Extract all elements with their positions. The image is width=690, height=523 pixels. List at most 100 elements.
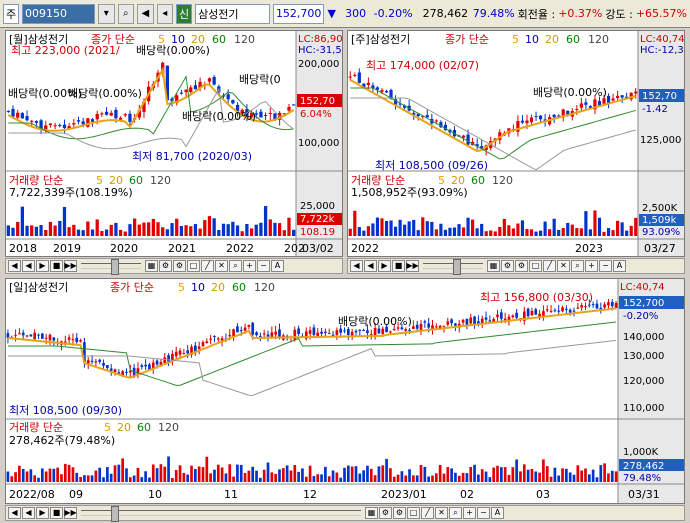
d-candle-body (389, 331, 392, 333)
daily-tool-icon[interactable]: ⚙ (393, 507, 406, 519)
monthly-settings-icon[interactable]: ⚙ (159, 260, 172, 272)
m-candle-body (137, 110, 141, 118)
monthly-price-tag-bg (297, 94, 342, 107)
weekly-stop-icon[interactable]: ■ (392, 260, 405, 272)
monthly-grid-icon[interactable]: ▦ (145, 260, 158, 272)
weekly-search-icon[interactable]: ⌕ (571, 260, 584, 272)
daily-search-icon[interactable]: ⌕ (449, 507, 462, 519)
weekly-font-icon[interactable]: A (613, 260, 626, 272)
daily-scroll-start-icon[interactable]: ◀ (8, 507, 21, 519)
monthly-vol-20: 20 (109, 174, 123, 187)
weekly-settings-icon[interactable]: ⚙ (501, 260, 514, 272)
monthly-search-icon[interactable]: ⌕ (229, 260, 242, 272)
weekly-next-icon[interactable]: ▶ (378, 260, 391, 272)
d-volume-bar (473, 464, 476, 482)
d-candle-body (90, 360, 94, 362)
daily-settings-icon[interactable]: ⚙ (379, 507, 392, 519)
monthly-date-3: 2021 (168, 242, 196, 255)
daily-box-icon[interactable]: □ (407, 507, 420, 519)
daily-cross-icon[interactable]: ✕ (435, 507, 448, 519)
daily-next-icon[interactable]: ▶ (36, 507, 49, 519)
monthly-zoom-out-icon[interactable]: − (257, 260, 270, 272)
m-candle-body (249, 112, 254, 118)
d-volume-bar (121, 458, 125, 482)
monthly-tool-icon[interactable]: ⚙ (173, 260, 186, 272)
daily-zoom-out-icon[interactable]: − (477, 507, 490, 519)
daily-zoom-slider[interactable] (81, 506, 361, 522)
w-volume-bar (634, 217, 638, 236)
weekly-vol-title: 거래량 단순 (351, 174, 405, 187)
d-volume-bar (587, 474, 591, 482)
d-candle-body (381, 328, 385, 334)
daily-line-icon[interactable]: ╱ (421, 507, 434, 519)
daily-stop-icon[interactable]: ■ (50, 507, 63, 519)
weekly-zoom-slider[interactable] (423, 259, 483, 275)
d-candle-body (148, 364, 151, 370)
monthly-zoom-slider[interactable] (81, 259, 141, 275)
w-candle-body (602, 98, 606, 104)
weekly-price-tag: 152,70 (642, 91, 677, 102)
weekly-vol-note: 1,508,952주(93.09%) (351, 186, 468, 199)
d-volume-bar (106, 467, 109, 482)
m-volume-bar (20, 206, 25, 236)
m-candle-body (292, 104, 296, 106)
d-candle-body (270, 332, 274, 339)
code-dropdown-icon[interactable]: ▾ (98, 3, 115, 24)
daily-zoom-in-icon[interactable]: + (463, 507, 476, 519)
weekly-date-1: 2023 (575, 242, 603, 255)
weekly-zoom-out-icon[interactable]: − (599, 260, 612, 272)
weekly-ff-icon[interactable]: ▶▶ (406, 260, 419, 272)
weekly-vol-tag2: 93.09% (642, 227, 680, 238)
d-volume-bar (125, 468, 128, 482)
monthly-line-icon[interactable]: ╱ (201, 260, 214, 272)
w-volume-bar (511, 228, 515, 236)
d-candle-body (247, 325, 251, 327)
monthly-font-icon[interactable]: A (271, 260, 284, 272)
m-volume-bar (175, 218, 179, 236)
d-volume-bar (572, 474, 576, 482)
code-input[interactable]: 009150 (22, 3, 96, 24)
m-volume-bar (165, 229, 170, 236)
daily-prev-icon[interactable]: ◀ (22, 507, 35, 519)
weekly-box-icon[interactable]: □ (529, 260, 542, 272)
d-volume-bar (33, 475, 37, 482)
daily-dividend: 배당락(0.00%) (338, 315, 412, 328)
d-volume-bar (568, 472, 572, 482)
monthly-prev-icon[interactable]: ◀ (22, 260, 35, 272)
d-candle-body (385, 326, 388, 333)
d-volume-bar (18, 465, 21, 482)
monthly-stop-icon[interactable]: ■ (50, 260, 63, 272)
daily-font-icon[interactable]: A (491, 507, 504, 519)
daily-date-6: 02 (460, 488, 474, 501)
market-select[interactable]: 주 (3, 3, 19, 24)
weekly-scroll-start-icon[interactable]: ◀ (350, 260, 363, 272)
monthly-scroll-start-icon[interactable]: ◀ (8, 260, 21, 272)
daily-grid-icon[interactable]: ▦ (365, 507, 378, 519)
sound-icon[interactable]: ◀ (137, 3, 154, 24)
prev-stock-icon[interactable]: ◂ (156, 3, 174, 24)
strength-value: +65.57% (635, 7, 688, 20)
weekly-zoom-in-icon[interactable]: + (585, 260, 598, 272)
monthly-cross-icon[interactable]: ✕ (215, 260, 228, 272)
weekly-vol-tag: 1,509k (642, 215, 677, 226)
d-candle-body (29, 334, 33, 337)
search-icon[interactable]: ⌕ (117, 3, 135, 24)
daily-ff-icon[interactable]: ▶▶ (64, 507, 77, 519)
weekly-cross-icon[interactable]: ✕ (557, 260, 570, 272)
w-candle-body (561, 109, 565, 118)
weekly-prev-icon[interactable]: ◀ (364, 260, 377, 272)
d-volume-bar (216, 464, 220, 482)
w-volume-bar (502, 218, 506, 236)
weekly-vol-60: 60 (471, 174, 485, 187)
d-candle-body (98, 359, 102, 362)
w-volume-bar (543, 221, 547, 236)
weekly-grid-icon[interactable]: ▦ (487, 260, 500, 272)
monthly-next-icon[interactable]: ▶ (36, 260, 49, 272)
weekly-line-icon[interactable]: ╱ (543, 260, 556, 272)
monthly-zoom-in-icon[interactable]: + (243, 260, 256, 272)
price-change: 300 (345, 7, 367, 20)
weekly-tool-icon[interactable]: ⚙ (515, 260, 528, 272)
d-candle-body (366, 330, 369, 334)
monthly-ff-icon[interactable]: ▶▶ (64, 260, 77, 272)
monthly-box-icon[interactable]: □ (187, 260, 200, 272)
